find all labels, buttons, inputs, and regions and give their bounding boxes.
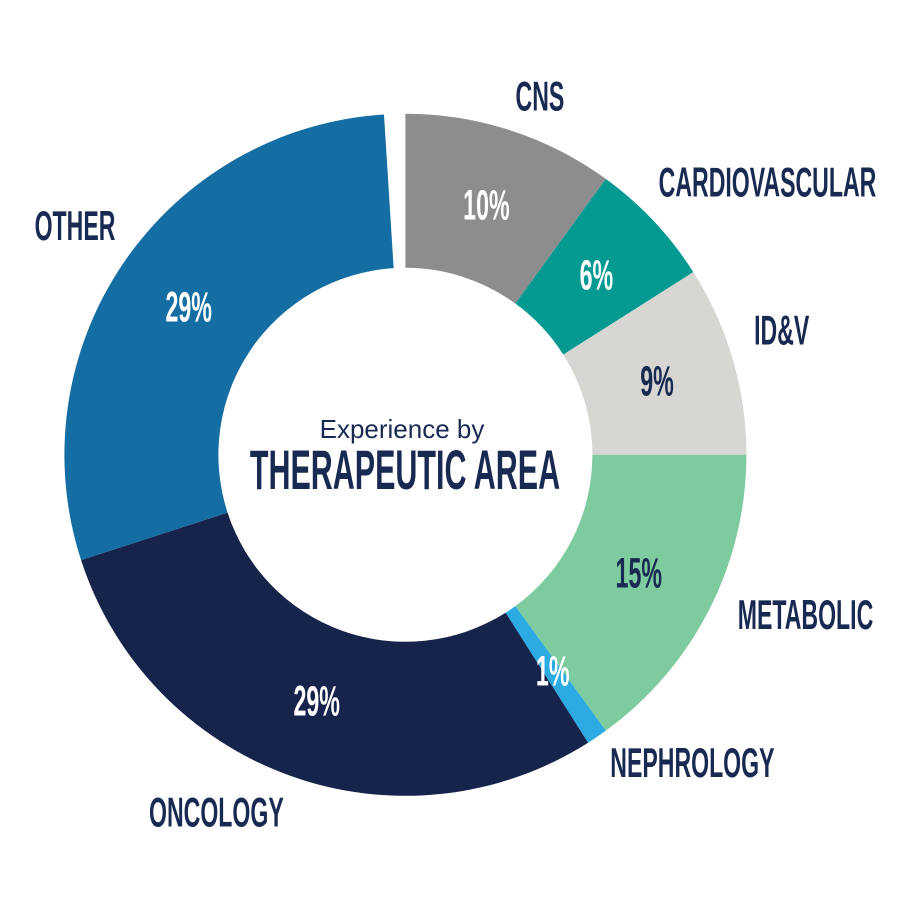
svg-text:NEPHROLOGY: NEPHROLOGY [610, 740, 774, 787]
svg-text:15%: 15% [616, 550, 662, 597]
svg-text:THERAPEUTIC AREA: THERAPEUTIC AREA [250, 438, 560, 501]
svg-text:10%: 10% [463, 182, 509, 229]
svg-text:ID&V: ID&V [754, 307, 809, 354]
svg-text:CARDIOVASCULAR: CARDIOVASCULAR [659, 159, 877, 206]
svg-text:6%: 6% [580, 252, 614, 299]
svg-text:29%: 29% [165, 284, 211, 331]
svg-text:1%: 1% [536, 648, 570, 695]
svg-text:CNS: CNS [516, 73, 565, 120]
svg-text:9%: 9% [640, 358, 674, 405]
svg-text:29%: 29% [293, 678, 339, 725]
svg-text:OTHER: OTHER [35, 203, 116, 250]
svg-text:ONCOLOGY: ONCOLOGY [149, 789, 284, 836]
svg-text:METABOLIC: METABOLIC [738, 592, 874, 639]
